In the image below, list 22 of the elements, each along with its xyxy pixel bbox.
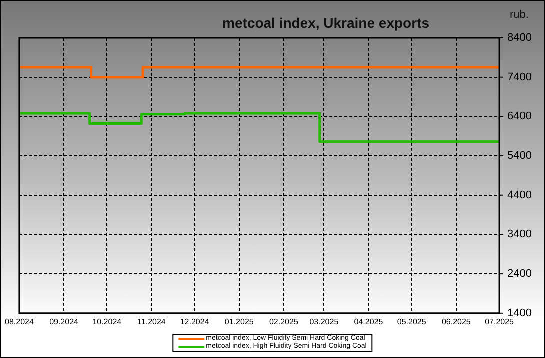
y-tick-label: 6400 (508, 110, 532, 123)
x-tick-label: 01.2025 (224, 317, 254, 326)
y-tick-label: 1400 (508, 307, 532, 320)
x-tick-label: 11.2024 (138, 317, 166, 326)
y-tick-label: 5400 (508, 150, 532, 162)
x-tick-label: 08.2024 (5, 317, 34, 326)
y-tick-label: 4400 (508, 189, 532, 202)
chart-title: metcoal index, Ukraine exports (222, 15, 430, 31)
y-tick-label: 8400 (508, 32, 532, 44)
y-tick-label: 3400 (508, 228, 532, 241)
x-tick-label: 03.2025 (310, 317, 340, 326)
y-tick-label: 2400 (508, 268, 532, 280)
x-tick-label: 05.2025 (397, 317, 427, 326)
x-tick-label: 02.2025 (269, 317, 299, 326)
y-axis-title: rub. (510, 9, 529, 21)
x-tick-label: 12.2024 (180, 317, 210, 326)
y-tick-label: 7400 (508, 71, 532, 84)
x-tick-label: 10.2024 (92, 317, 122, 326)
x-tick-label: 07.2025 (485, 317, 515, 326)
x-tick-label: 09.2024 (50, 317, 80, 326)
x-tick-label: 06.2025 (442, 317, 472, 326)
x-tick-label: 04.2025 (354, 317, 384, 326)
